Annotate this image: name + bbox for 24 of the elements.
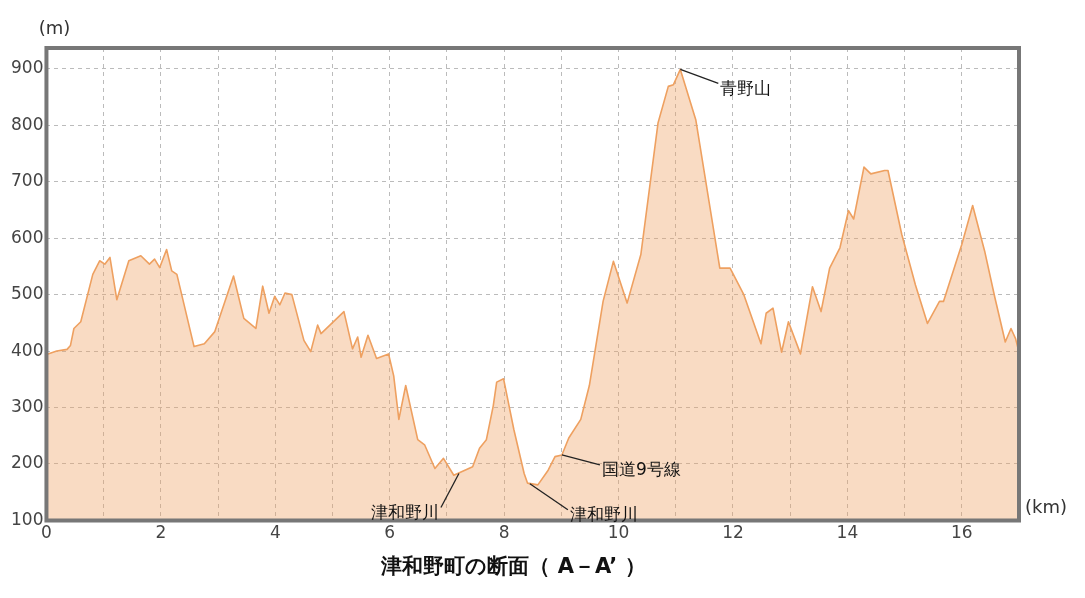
annotation: 国道9号線 (601, 459, 681, 480)
y-axis-title: (m) (38, 16, 71, 38)
x-tick-label: 0 (41, 522, 52, 543)
y-tick-label: 200 (10, 452, 44, 473)
y-tick-label: 700 (10, 170, 44, 191)
x-tick-label: 4 (269, 522, 281, 543)
y-tick-label: 500 (10, 283, 44, 304)
y-tick-label: 400 (10, 339, 44, 360)
x-tick-label: 12 (722, 522, 744, 543)
y-tick-label: 600 (10, 226, 44, 247)
x-tick-label: 8 (498, 522, 510, 543)
x-tick-label: 10 (607, 522, 630, 543)
x-tick-label: 14 (836, 522, 859, 543)
annotation: 津和野川 (370, 501, 439, 522)
y-tick-label: 300 (10, 395, 44, 416)
x-tick-label: 2 (155, 522, 167, 543)
x-tick-label: 16 (950, 522, 973, 543)
y-tick-label: 800 (10, 113, 44, 134)
x-axis-title: (km) (1025, 496, 1068, 518)
y-tick-label: 900 (10, 57, 44, 78)
annotation: 津和野川 (569, 504, 638, 525)
annotation: 青野山 (720, 77, 772, 98)
x-tick-label: 6 (384, 522, 396, 543)
text: 津和野町の断面（ A－A’ ） (380, 553, 646, 578)
